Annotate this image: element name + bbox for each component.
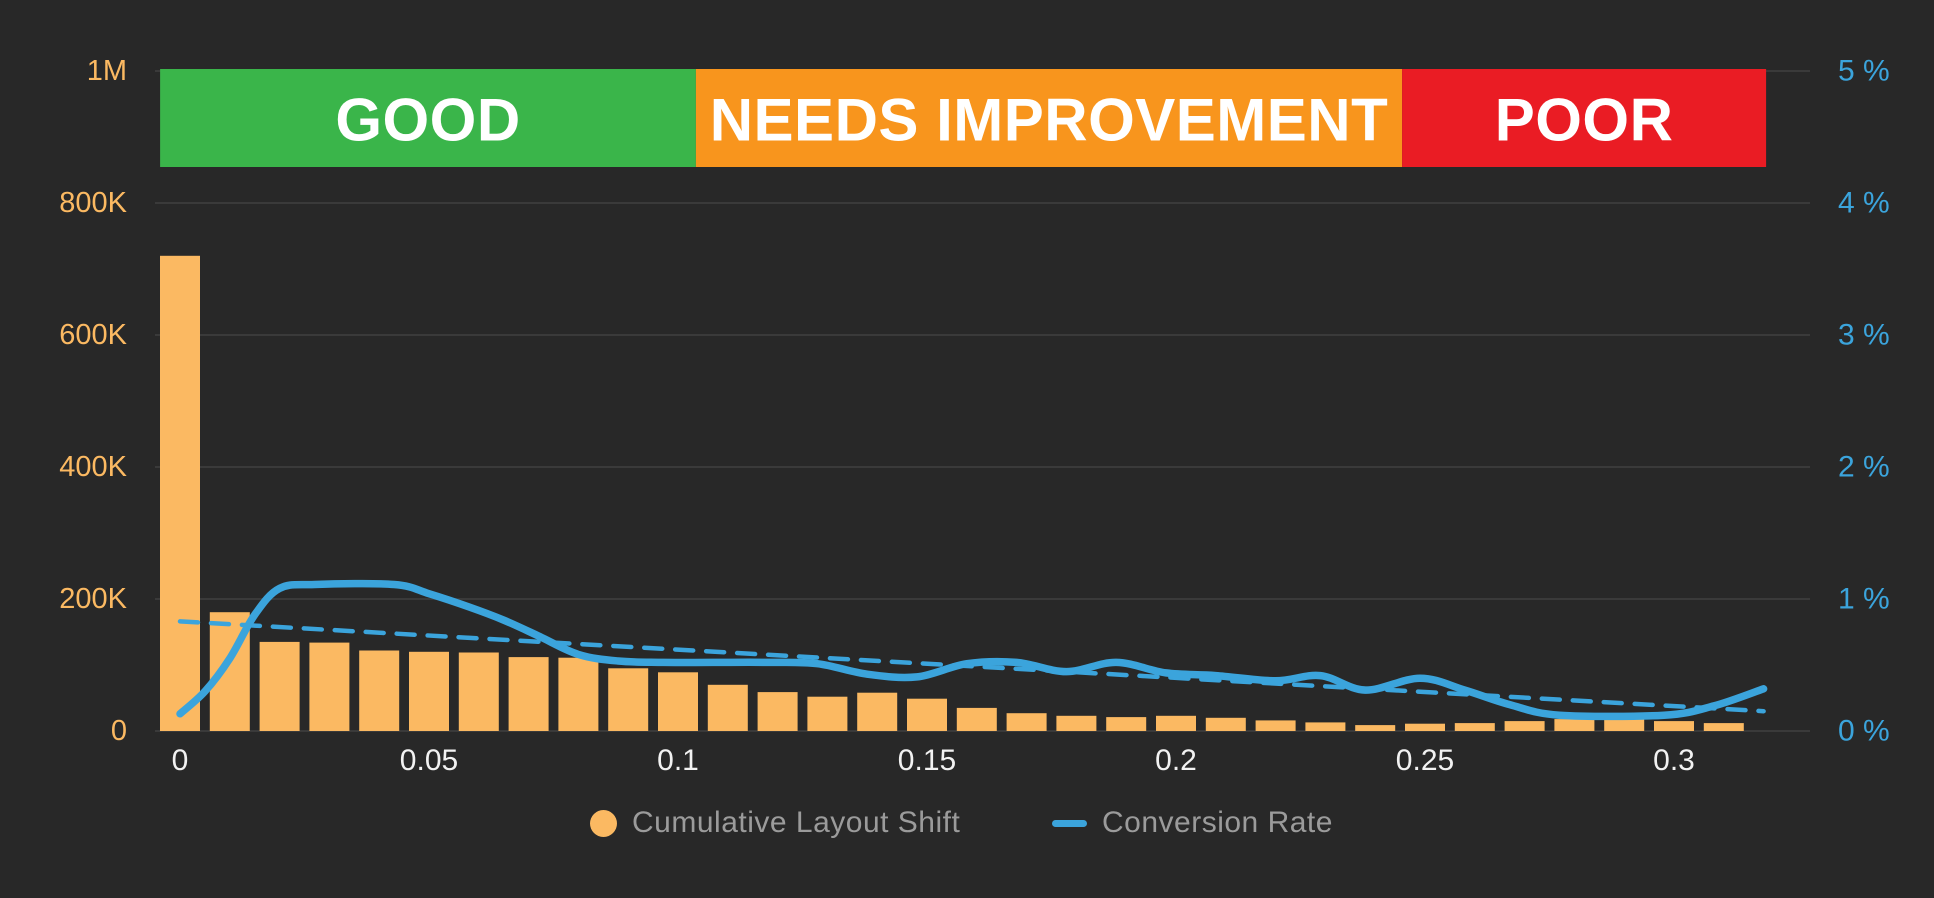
legend-label-cls: Cumulative Layout Shift bbox=[632, 806, 961, 839]
cls-bar-0.23[interactable] bbox=[1305, 722, 1346, 731]
left-axis-tick-label: 0 bbox=[111, 715, 127, 747]
band-label-poor: POOR bbox=[1495, 87, 1674, 154]
cls-bar-0.04[interactable] bbox=[359, 650, 400, 732]
right-axis-tick-label: 5 % bbox=[1838, 55, 1890, 88]
cls-bar-0.00[interactable] bbox=[160, 255, 200, 732]
cls-bar-0.17[interactable] bbox=[1006, 713, 1047, 731]
cls-bar-0.10[interactable] bbox=[658, 672, 698, 731]
cls-bar-0.28[interactable] bbox=[1554, 719, 1595, 731]
x-axis-tick-label: 0 bbox=[172, 744, 189, 777]
cls-bar-0.07[interactable] bbox=[508, 657, 549, 731]
cls-bar-0.08[interactable] bbox=[558, 657, 599, 731]
left-axis-tick-label: 200K bbox=[59, 583, 127, 615]
cls-bar-0.21[interactable] bbox=[1205, 717, 1246, 731]
left-axis-tick-label: 400K bbox=[59, 451, 127, 483]
cls-bar-0.22[interactable] bbox=[1255, 720, 1296, 731]
x-axis-tick-label: 0.25 bbox=[1396, 744, 1454, 777]
cls-bar-0.15[interactable] bbox=[907, 698, 947, 731]
band-label-needs-improvement: NEEDS IMPROVEMENT bbox=[710, 87, 1389, 154]
bars-layer bbox=[160, 255, 1744, 732]
right-axis-tick-label: 0 % bbox=[1838, 715, 1890, 748]
x-axis-tick-label: 0.15 bbox=[898, 744, 956, 777]
right-axis-tick-label: 3 % bbox=[1838, 319, 1890, 352]
legend-label-conversion-rate: Conversion Rate bbox=[1102, 806, 1333, 839]
cls-bar-0.30[interactable] bbox=[1654, 721, 1694, 731]
cls-bar-0.31[interactable] bbox=[1703, 723, 1744, 731]
cls-series-swatch-icon bbox=[590, 809, 617, 837]
legend-item-conversion-rate[interactable]: Conversion Rate bbox=[1052, 802, 1333, 844]
band-poor bbox=[1402, 69, 1767, 167]
cls-bar-0.20[interactable] bbox=[1156, 715, 1196, 731]
cls-bar-0.18[interactable] bbox=[1056, 715, 1097, 731]
cls-bar-0.03[interactable] bbox=[309, 642, 350, 731]
cls-bar-0.29[interactable] bbox=[1604, 717, 1645, 731]
conversion-rate-series-swatch-icon bbox=[1052, 819, 1087, 827]
band-good bbox=[160, 69, 696, 167]
cls-bar-0.13[interactable] bbox=[807, 696, 848, 731]
legend: Cumulative Layout Shift Conversion Rate bbox=[0, 802, 1934, 844]
left-axis-tick-label: 800K bbox=[59, 187, 127, 219]
right-axis-tick-label: 4 % bbox=[1838, 187, 1890, 220]
cls-bar-0.19[interactable] bbox=[1106, 717, 1147, 731]
legend-item-cumulative-layout-shift[interactable]: Cumulative Layout Shift bbox=[590, 802, 960, 844]
x-axis-tick-label: 0.3 bbox=[1653, 744, 1695, 777]
band-needs-improvement bbox=[695, 69, 1403, 167]
cls-bar-0.11[interactable] bbox=[707, 684, 748, 731]
x-axis-tick-label: 0.2 bbox=[1155, 744, 1197, 777]
right-axis-tick-label: 1 % bbox=[1838, 583, 1890, 616]
cls-bar-0.25[interactable] bbox=[1405, 723, 1445, 731]
left-axis-tick-label: 1M bbox=[87, 55, 127, 87]
cls-bar-0.05[interactable] bbox=[409, 651, 449, 731]
cls-bar-0.24[interactable] bbox=[1355, 725, 1396, 731]
cls-bar-0.14[interactable] bbox=[857, 692, 898, 731]
axis-labels-layer: 1M 800K 600K 400K 200K 0 5 % 4 % 3 % 2 % 1 % 0 % 0 0.… bbox=[59, 55, 1889, 778]
cls-bar-0.12[interactable] bbox=[757, 692, 798, 731]
bands-layer: GOOD NEEDS IMPROVEMENT POOR bbox=[160, 69, 1767, 167]
right-axis-tick-label: 2 % bbox=[1838, 451, 1890, 484]
cls-bar-0.26[interactable] bbox=[1454, 723, 1495, 731]
cls-bar-0.09[interactable] bbox=[608, 668, 649, 731]
cls-bar-0.06[interactable] bbox=[458, 652, 499, 732]
left-axis-tick-label: 600K bbox=[59, 319, 127, 351]
cls-bar-0.16[interactable] bbox=[956, 707, 997, 731]
cls-bar-0.27[interactable] bbox=[1504, 721, 1545, 731]
band-label-good: GOOD bbox=[335, 87, 520, 154]
x-axis-tick-label: 0.05 bbox=[400, 744, 458, 777]
conversion-rate-line[interactable] bbox=[176, 579, 1768, 721]
lines-layer bbox=[176, 579, 1768, 721]
x-axis-tick-label: 0.1 bbox=[657, 744, 699, 777]
cls-bar-0.02[interactable] bbox=[259, 641, 300, 731]
